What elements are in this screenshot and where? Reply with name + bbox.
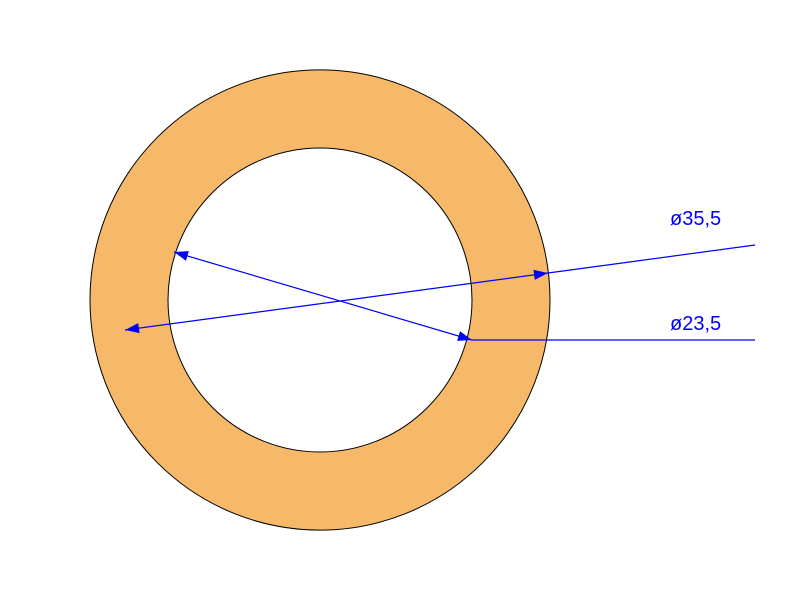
ring-profile <box>90 70 550 530</box>
inner-label: ø23,5 <box>670 313 721 335</box>
outer-extension-line <box>548 245 755 273</box>
inner-dimension-line <box>174 252 472 340</box>
outer-label: ø35,5 <box>670 208 721 230</box>
